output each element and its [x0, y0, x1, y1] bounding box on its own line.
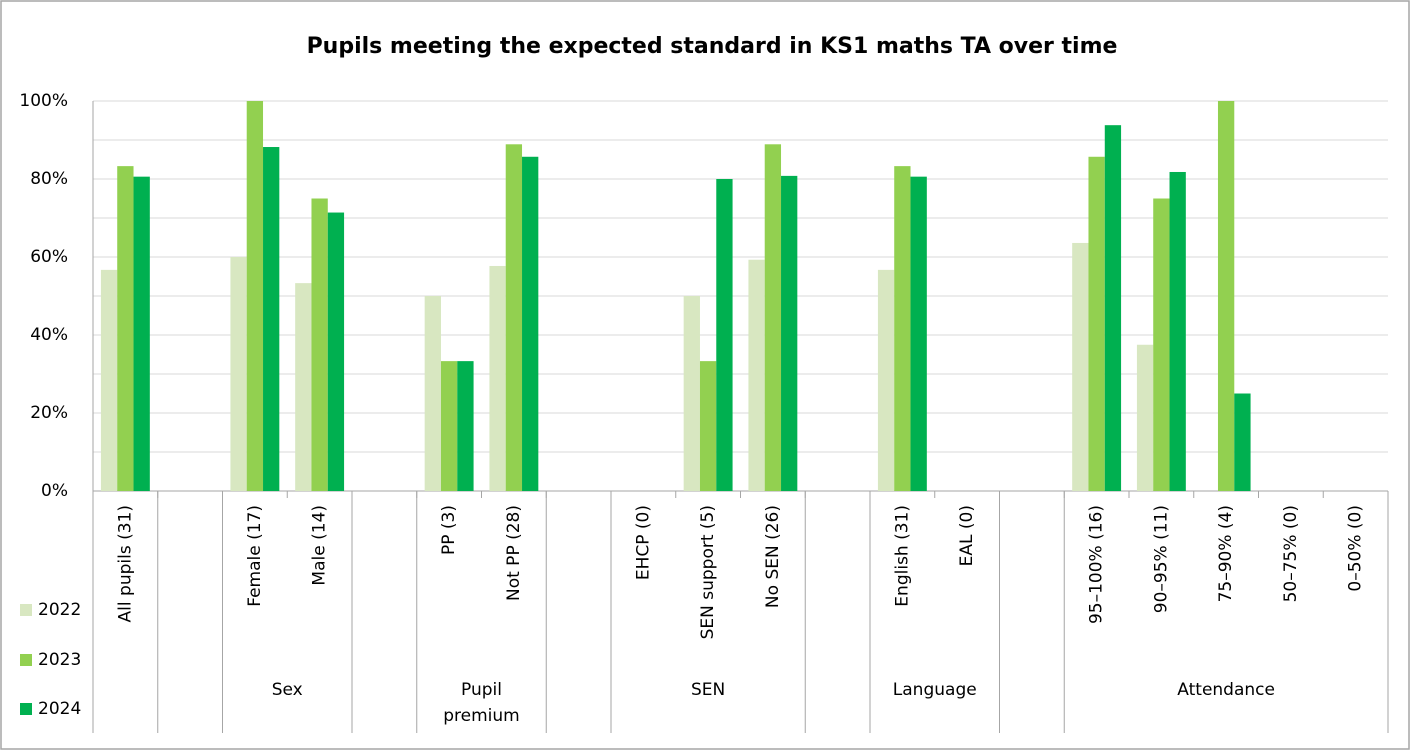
- bar: [311, 198, 328, 491]
- bar: [295, 283, 312, 491]
- bar: [1153, 198, 1170, 491]
- bar: [489, 265, 506, 491]
- y-tick-label: 80%: [30, 169, 68, 189]
- y-tick-label: 20%: [30, 403, 68, 423]
- x-tick-label: Male (14): [310, 505, 330, 586]
- x-tick-label: 90–95% (11): [1151, 505, 1171, 613]
- group-label-line: Pupil: [461, 680, 502, 700]
- x-tick-label: 95–100% (16): [1087, 505, 1107, 624]
- bar: [748, 259, 765, 491]
- legend-swatch: [20, 654, 32, 666]
- bar: [894, 166, 911, 491]
- bar: [505, 144, 523, 492]
- bar: [683, 296, 700, 491]
- x-tick-label: English (31): [892, 505, 912, 607]
- bar: [1234, 393, 1251, 491]
- bar: [910, 176, 927, 491]
- group-label: Pupil premium: [443, 680, 519, 726]
- y-tick-label: 100%: [19, 91, 68, 111]
- group-label: SEN: [691, 680, 725, 700]
- x-tick-label: EHCP (0): [633, 505, 653, 580]
- x-tick-label: No SEN (26): [763, 505, 783, 608]
- x-tick-label: EAL (0): [957, 505, 977, 566]
- bar: [457, 361, 474, 491]
- x-tick-label: 0–50% (0): [1346, 505, 1366, 592]
- bar: [699, 361, 717, 491]
- x-tick-label: 75–90% (4): [1216, 505, 1236, 602]
- x-tick-label: SEN support (5): [698, 505, 718, 639]
- bar: [716, 179, 733, 491]
- bar: [246, 101, 264, 491]
- y-tick-label: 60%: [30, 247, 68, 267]
- x-tick-label: Female (17): [245, 505, 265, 607]
- x-tick-label: Not PP (28): [504, 505, 524, 601]
- bar: [263, 147, 280, 491]
- group-label: Language: [893, 680, 977, 700]
- legend-swatch: [20, 703, 32, 715]
- bar: [1072, 242, 1089, 491]
- bar: [764, 144, 782, 492]
- legend-label: 2024: [38, 699, 81, 719]
- bar: [1169, 171, 1186, 492]
- bar: [1136, 344, 1154, 491]
- bar: [117, 166, 134, 491]
- bar: [133, 176, 150, 491]
- legend-label: 2023: [38, 650, 81, 670]
- bar: [1088, 156, 1105, 491]
- bar: [230, 257, 247, 491]
- x-tick-label: 50–75% (0): [1281, 505, 1301, 602]
- y-tick-label: 40%: [30, 325, 68, 345]
- bar: [440, 361, 458, 491]
- bar: [781, 175, 798, 491]
- group-label-line: premium: [443, 706, 519, 726]
- bar: [100, 269, 118, 491]
- legend-swatch: [20, 604, 32, 616]
- bar: [522, 156, 539, 491]
- bar: [424, 296, 441, 491]
- bar: [1217, 101, 1235, 491]
- group-label: Attendance: [1177, 680, 1275, 700]
- chart-title: Pupils meeting the expected standard in …: [307, 34, 1118, 59]
- y-tick-label: 0%: [41, 481, 68, 501]
- bar: [327, 212, 345, 492]
- bar: [877, 269, 895, 491]
- legend-label: 2022: [38, 600, 81, 620]
- bar: [1104, 125, 1122, 492]
- x-tick-label: All pupils (31): [115, 505, 135, 622]
- x-tick-label: PP (3): [439, 505, 459, 555]
- group-label: Sex: [272, 680, 303, 700]
